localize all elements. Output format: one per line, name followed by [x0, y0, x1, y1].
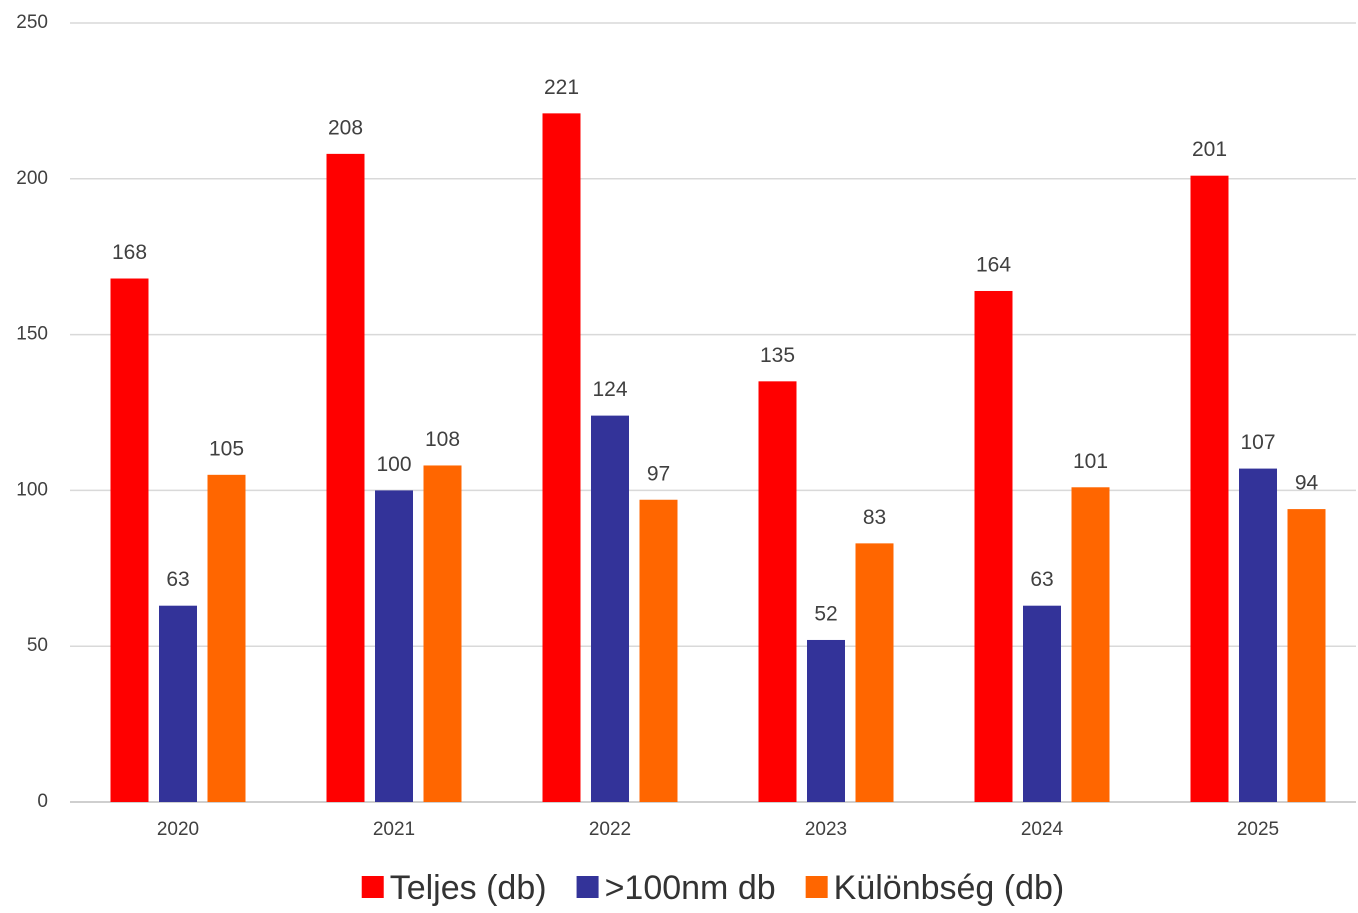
data-label: 105	[209, 437, 244, 460]
x-tick-label: 2022	[589, 819, 631, 840]
bar	[591, 415, 629, 802]
data-label: 63	[1030, 568, 1053, 591]
data-label: 221	[544, 76, 579, 99]
bar	[1023, 605, 1061, 802]
x-tick-label: 2023	[805, 819, 847, 840]
data-label: 94	[1295, 472, 1319, 495]
legend-swatch	[361, 876, 384, 898]
bar	[807, 639, 845, 802]
bar	[974, 290, 1013, 802]
x-tick-label: 2021	[373, 819, 415, 840]
y-tick-label: 250	[16, 12, 48, 33]
bar	[639, 499, 678, 802]
bar	[326, 153, 365, 802]
bar	[542, 113, 581, 802]
bar	[110, 278, 149, 803]
y-tick-label: 100	[16, 479, 48, 500]
bar	[758, 381, 797, 802]
data-label: 83	[863, 506, 886, 529]
bar	[1239, 468, 1277, 802]
data-label: 208	[328, 116, 363, 139]
legend-label: >100nm db	[605, 869, 776, 907]
x-tick-label: 2024	[1021, 819, 1064, 840]
data-label: 201	[1192, 138, 1227, 161]
data-label: 135	[760, 344, 795, 367]
bar	[1190, 175, 1229, 802]
data-label: 97	[647, 462, 670, 485]
x-tick-label: 2025	[1237, 819, 1279, 840]
bar	[159, 605, 197, 802]
bar	[375, 490, 413, 802]
bar	[423, 465, 462, 802]
legend-swatch	[576, 876, 599, 898]
bar	[1287, 509, 1326, 802]
bar	[1071, 487, 1110, 802]
bar	[855, 543, 894, 802]
data-label: 63	[166, 568, 189, 591]
legend-label: Teljes (db)	[390, 869, 547, 907]
data-label: 101	[1073, 450, 1108, 473]
data-label: 107	[1240, 431, 1275, 454]
legend-label: Különbség (db)	[834, 869, 1065, 907]
data-label: 100	[376, 453, 411, 476]
y-tick-label: 50	[27, 635, 48, 656]
y-tick-label: 150	[16, 324, 48, 345]
data-label: 124	[592, 378, 627, 401]
legend-swatch	[805, 876, 828, 898]
data-label: 108	[425, 428, 460, 451]
bar	[207, 474, 246, 802]
y-tick-label: 0	[37, 791, 48, 812]
data-label: 52	[814, 603, 837, 626]
x-tick-label: 2020	[157, 819, 199, 840]
data-label: 168	[112, 241, 147, 264]
data-label: 164	[976, 254, 1011, 277]
y-tick-label: 200	[16, 168, 48, 189]
